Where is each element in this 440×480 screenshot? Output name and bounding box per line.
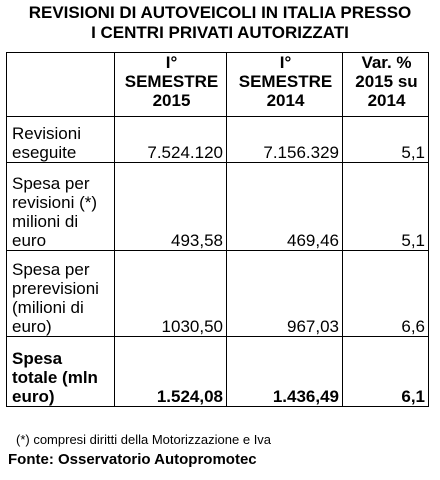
label-line: euro) — [12, 387, 55, 406]
header-cell-h1-2015: I° SEMESTRE 2015 — [114, 52, 227, 117]
value-cell: 493,58 — [114, 162, 227, 251]
label-line: revisioni (*) — [12, 193, 98, 212]
value-cell: 1.524,08 — [114, 336, 227, 407]
table-row-total: Spesa totale (mln euro) 1.524,08 1.436,4… — [6, 336, 429, 407]
header-row: I° SEMESTRE 2015 I° SEMESTRE 2014 Var. %… — [6, 52, 429, 117]
label-line: Spesa — [12, 349, 63, 368]
value-cell: 1.436,49 — [226, 336, 343, 407]
value-cell: 6,6 — [342, 250, 429, 337]
header-line: I° — [165, 53, 178, 72]
label-line: eseguite — [12, 143, 77, 162]
header-line: 2015 — [152, 91, 191, 110]
table-row: Spesa per revisioni (*) milioni di euro … — [6, 162, 429, 251]
row-label: Spesa totale (mln euro) — [6, 336, 115, 407]
header-cell-var: Var. % 2015 su 2014 — [342, 52, 429, 117]
value-cell: 469,46 — [226, 162, 343, 251]
title-line-1: REVISIONI DI AUTOVEICOLI IN ITALIA PRESS… — [28, 3, 412, 22]
header-cell-blank — [6, 52, 115, 117]
label-line: euro) — [12, 317, 52, 336]
header-cell-h1-2014: I° SEMESTRE 2014 — [226, 52, 343, 117]
table-row: Spesa per prerevisioni (milioni di euro)… — [6, 250, 429, 337]
value-cell: 1030,50 — [114, 250, 227, 337]
value-cell: 967,03 — [226, 250, 343, 337]
title-line-2: I CENTRI PRIVATI AUTORIZZATI — [91, 23, 349, 42]
label-line: (milioni di — [12, 298, 84, 317]
header-line: 2015 su — [355, 72, 418, 91]
header-line: 2014 — [367, 91, 406, 110]
header-line: I° — [279, 53, 292, 72]
row-label: Spesa per prerevisioni (milioni di euro) — [6, 250, 115, 337]
label-line: Revisioni — [12, 124, 81, 143]
header-line: SEMESTRE — [124, 72, 219, 91]
value-cell: 7.156.329 — [226, 116, 343, 163]
label-line: milioni di — [12, 212, 79, 231]
value-cell: 6,1 — [342, 336, 429, 407]
footnote: (*) compresi diritti della Motorizzazion… — [16, 432, 272, 447]
row-label: Spesa per revisioni (*) milioni di euro — [6, 162, 115, 251]
header-line: SEMESTRE — [238, 72, 333, 91]
label-line: prerevisioni — [12, 279, 99, 298]
page-title: REVISIONI DI AUTOVEICOLI IN ITALIA PRESS… — [0, 3, 440, 43]
table-row: Revisioni eseguite 7.524.120 7.156.329 5… — [6, 116, 429, 163]
header-line: Var. % — [361, 53, 412, 72]
label-line: Spesa per — [12, 174, 90, 193]
value-cell: 5,1 — [342, 162, 429, 251]
value-cell: 7.524.120 — [114, 116, 227, 163]
label-line: totale (mln — [12, 368, 98, 387]
source-credit: Fonte: Osservatorio Autopromotec — [8, 451, 257, 468]
label-line: euro — [12, 231, 47, 250]
label-line: Spesa per — [12, 260, 90, 279]
row-label: Revisioni eseguite — [6, 116, 115, 163]
header-line: 2014 — [266, 91, 305, 110]
revisions-table: I° SEMESTRE 2015 I° SEMESTRE 2014 Var. %… — [6, 52, 429, 407]
value-cell: 5,1 — [342, 116, 429, 163]
